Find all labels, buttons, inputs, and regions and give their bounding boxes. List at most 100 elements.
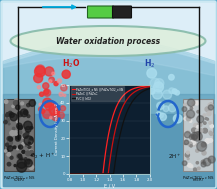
Circle shape [27, 161, 30, 164]
Circle shape [21, 102, 24, 105]
Circle shape [12, 105, 14, 108]
Circle shape [198, 123, 202, 127]
Circle shape [207, 159, 210, 162]
Circle shape [16, 136, 20, 141]
Circle shape [62, 70, 70, 78]
Circle shape [4, 150, 7, 152]
Circle shape [29, 142, 30, 144]
Circle shape [25, 144, 28, 147]
Circle shape [53, 109, 59, 115]
Circle shape [207, 108, 209, 110]
Circle shape [8, 146, 13, 151]
Circle shape [15, 99, 19, 103]
Circle shape [191, 135, 197, 140]
Circle shape [193, 132, 202, 141]
Circle shape [201, 146, 203, 148]
Circle shape [18, 145, 23, 149]
Circle shape [44, 89, 49, 94]
Circle shape [186, 116, 191, 121]
Circle shape [52, 72, 55, 75]
Circle shape [18, 154, 22, 158]
Circle shape [184, 117, 187, 120]
Circle shape [197, 167, 200, 170]
Circle shape [18, 131, 22, 134]
Circle shape [207, 118, 209, 120]
Circle shape [7, 162, 11, 166]
Circle shape [209, 122, 211, 124]
Circle shape [185, 153, 189, 157]
Circle shape [191, 132, 198, 139]
Circle shape [16, 123, 22, 129]
Circle shape [207, 112, 211, 116]
Circle shape [188, 163, 191, 167]
Circle shape [149, 88, 155, 94]
Circle shape [45, 101, 54, 110]
Circle shape [192, 128, 196, 132]
Circle shape [175, 91, 179, 95]
Circle shape [210, 103, 212, 105]
Circle shape [34, 74, 43, 83]
Circle shape [27, 104, 30, 107]
Circle shape [7, 145, 11, 149]
Circle shape [196, 162, 199, 164]
Text: 2H$^+$: 2H$^+$ [168, 152, 182, 161]
Circle shape [195, 101, 199, 105]
Circle shape [147, 68, 156, 78]
Circle shape [191, 141, 196, 146]
Circle shape [6, 114, 9, 117]
Circle shape [158, 112, 163, 118]
Circle shape [29, 100, 36, 106]
Circle shape [187, 99, 195, 106]
Circle shape [208, 157, 211, 161]
Circle shape [8, 111, 12, 115]
Circle shape [10, 156, 13, 159]
Ellipse shape [10, 26, 205, 56]
Circle shape [29, 141, 33, 145]
Circle shape [208, 105, 214, 110]
Circle shape [5, 149, 9, 153]
Circle shape [205, 118, 207, 120]
Circle shape [25, 158, 27, 160]
Circle shape [8, 137, 13, 141]
Circle shape [61, 85, 67, 91]
Text: O$_2$ + H$^+$: O$_2$ + H$^+$ [30, 151, 54, 161]
Circle shape [4, 121, 7, 124]
Circle shape [49, 104, 60, 115]
Circle shape [169, 74, 174, 80]
Circle shape [58, 112, 64, 119]
Circle shape [205, 107, 210, 112]
Circle shape [43, 83, 49, 89]
Circle shape [184, 114, 186, 115]
Circle shape [157, 102, 164, 109]
Circle shape [27, 115, 30, 118]
Circle shape [189, 135, 194, 139]
Circle shape [194, 123, 198, 128]
Circle shape [22, 143, 25, 146]
Circle shape [169, 88, 174, 94]
Circle shape [191, 106, 193, 108]
Circle shape [204, 122, 206, 124]
Circle shape [188, 142, 192, 146]
Circle shape [12, 127, 15, 130]
Circle shape [26, 151, 31, 156]
Circle shape [209, 110, 211, 112]
Circle shape [43, 98, 52, 107]
Circle shape [63, 94, 66, 97]
Circle shape [196, 129, 200, 133]
Circle shape [24, 136, 33, 145]
Circle shape [17, 162, 27, 172]
Circle shape [60, 106, 66, 111]
Circle shape [50, 116, 52, 119]
FancyBboxPatch shape [4, 99, 34, 171]
Circle shape [201, 142, 206, 147]
Circle shape [208, 156, 215, 163]
Circle shape [20, 158, 21, 159]
Text: Water oxidation process: Water oxidation process [56, 36, 160, 46]
Circle shape [29, 149, 33, 154]
Circle shape [190, 145, 192, 147]
Y-axis label: Current Density / mA cm-2: Current Density / mA cm-2 [55, 103, 59, 156]
Circle shape [30, 150, 33, 154]
Circle shape [28, 145, 31, 148]
Circle shape [201, 162, 206, 167]
X-axis label: E / V: E / V [104, 184, 115, 188]
